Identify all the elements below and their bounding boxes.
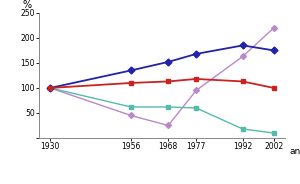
Line: Germans: Germans: [48, 86, 276, 135]
Line: Hungarians: Hungarians: [48, 77, 276, 90]
Romanians: [129, 69, 133, 72]
Germans: [194, 107, 198, 109]
Roma: [272, 27, 276, 29]
Germans: [48, 87, 52, 89]
Germans: [241, 128, 244, 130]
Y-axis label: %: %: [22, 0, 31, 10]
Hungarians: [167, 80, 170, 83]
Roma: [48, 87, 52, 89]
Roma: [167, 124, 170, 127]
Roma: [129, 114, 133, 117]
Romanians: [167, 61, 170, 63]
Hungarians: [194, 78, 198, 80]
Germans: [129, 106, 133, 108]
Romanians: [241, 44, 244, 47]
Hungarians: [48, 87, 52, 89]
Germans: [272, 132, 276, 134]
Line: Roma: Roma: [48, 26, 276, 128]
Roma: [241, 55, 244, 58]
Romanians: [272, 49, 276, 52]
Roma: [194, 89, 198, 92]
Romanians: [194, 53, 198, 55]
Line: Romanians: Romanians: [48, 43, 276, 90]
Germans: [167, 106, 170, 108]
Hungarians: [272, 87, 276, 89]
Hungarians: [241, 80, 244, 83]
Text: ani: ani: [290, 147, 300, 156]
Romanians: [48, 87, 52, 89]
Hungarians: [129, 82, 133, 84]
Legend: Romanians, Hungarians, Roma, Germans: Romanians, Hungarians, Roma, Germans: [58, 181, 266, 184]
